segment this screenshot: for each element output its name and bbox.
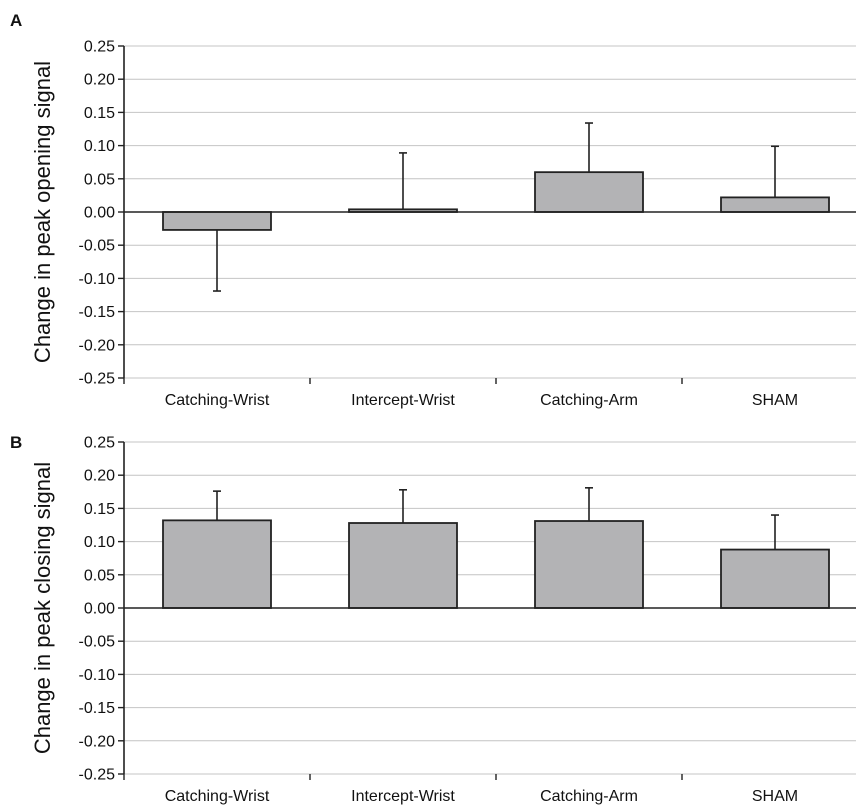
panel-a-y-axis-title: Change in peak opening signal bbox=[30, 61, 55, 363]
panel-b-y-tick-label: 0.00 bbox=[84, 601, 115, 618]
panel-a-y-tick-label: -0.20 bbox=[79, 337, 116, 354]
panel-b-y-tick-label: 0.15 bbox=[84, 501, 115, 518]
panel-a: A Change in peak opening signal 0.25 0.20… bbox=[10, 11, 856, 409]
panel-b-category-label: Catching-Wrist bbox=[165, 788, 270, 805]
panel-b-category-label: Intercept-Wrist bbox=[351, 788, 455, 805]
panel-a-bar-catching-arm bbox=[534, 171, 644, 213]
panel-a-category-label: Intercept-Wrist bbox=[351, 392, 455, 409]
panel-b-y-tick-label: -0.15 bbox=[79, 700, 116, 717]
panel-b-bar-catching-wrist bbox=[162, 519, 272, 609]
panel-a-category-label: SHAM bbox=[752, 392, 798, 409]
panel-a-y-tick-label: -0.10 bbox=[79, 271, 116, 288]
panel-b-y-tick-label: 0.05 bbox=[84, 567, 115, 584]
panel-a-y-tick-label: 0.25 bbox=[84, 39, 115, 56]
panel-a-bar-catching-wrist bbox=[162, 211, 272, 231]
panel-a-y-tick-label: 0.00 bbox=[84, 205, 115, 222]
panel-a-category-label: Catching-Arm bbox=[540, 392, 638, 409]
panel-b-category-label: SHAM bbox=[752, 788, 798, 805]
panel-b-y-tick-label: -0.05 bbox=[79, 634, 116, 651]
panel-a-letter: A bbox=[10, 11, 22, 30]
panel-a-y-tick-label: -0.15 bbox=[79, 304, 116, 321]
panel-b-y-tick-label: 0.25 bbox=[84, 435, 115, 452]
panel-a-y-tick-label: -0.25 bbox=[79, 371, 116, 388]
panel-a-y-tick-label: -0.05 bbox=[79, 238, 116, 255]
panel-a-y-tick-label: 0.05 bbox=[84, 171, 115, 188]
panel-b-bar-sham bbox=[720, 548, 830, 609]
panel-b-letter: B bbox=[10, 433, 22, 452]
panel-b-category-label: Catching-Arm bbox=[540, 788, 638, 805]
panel-a-y-tick-label: 0.10 bbox=[84, 138, 115, 155]
panel-b-bar-intercept-wrist bbox=[348, 522, 458, 609]
panel-b-y-tick-label: -0.20 bbox=[79, 733, 116, 750]
panel-a-bar-sham bbox=[720, 196, 830, 213]
panel-b-y-tick-label: 0.20 bbox=[84, 468, 115, 485]
panel-b: B Change in peak closing signal 0.25 0.20… bbox=[10, 433, 856, 805]
panel-b-y-tick-label: 0.10 bbox=[84, 534, 115, 551]
panel-b-bar-catching-arm bbox=[534, 520, 644, 609]
panel-a-y-tick-label: 0.20 bbox=[84, 72, 115, 89]
panel-b-y-tick-label: -0.10 bbox=[79, 667, 116, 684]
panel-b-y-tick-label: -0.25 bbox=[79, 767, 116, 784]
panel-a-category-label: Catching-Wrist bbox=[165, 392, 270, 409]
panel-a-y-tick-label: 0.15 bbox=[84, 105, 115, 122]
panel-b-y-axis-title: Change in peak closing signal bbox=[30, 462, 55, 754]
